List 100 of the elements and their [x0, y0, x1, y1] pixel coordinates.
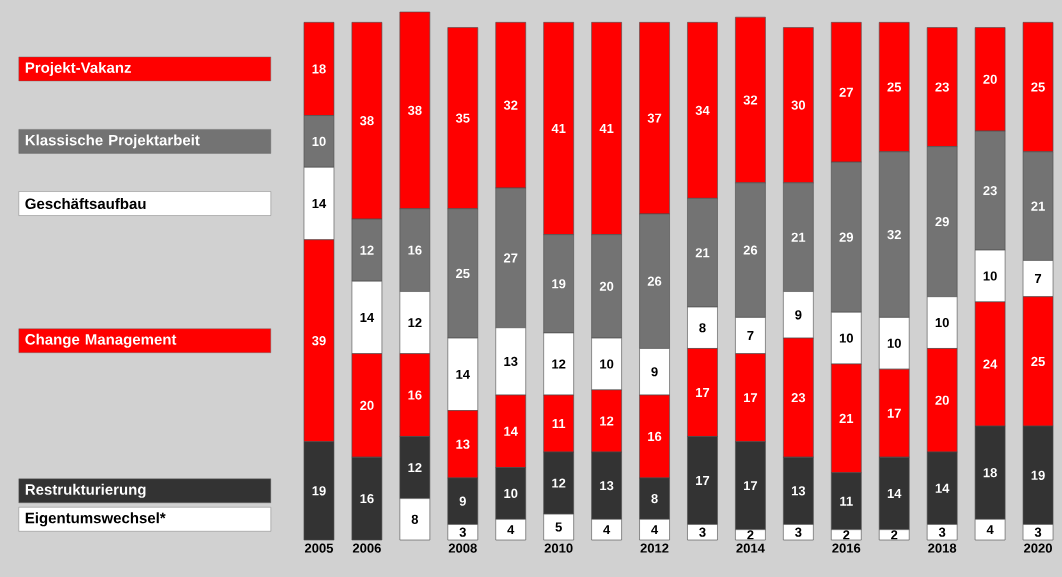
data-label: 26 — [743, 245, 758, 255]
data-label: 17 — [696, 476, 710, 485]
data-label: 4 — [507, 525, 515, 535]
x-tick-label: 2016 — [832, 543, 861, 553]
data-label: 9 — [795, 310, 802, 320]
data-label: 10 — [504, 488, 518, 499]
data-label: 11 — [552, 419, 566, 428]
data-label: 12 — [408, 318, 422, 328]
data-label: 38 — [407, 105, 422, 115]
data-label: 34 — [695, 105, 710, 115]
data-label: 23 — [935, 82, 949, 92]
data-label: 14 — [504, 426, 518, 436]
data-label: 13 — [504, 356, 518, 367]
data-label: 3 — [699, 527, 706, 537]
data-label: 25 — [1031, 82, 1045, 92]
data-label: 10 — [935, 317, 949, 328]
data-label: 4 — [986, 525, 994, 535]
x-tick-label: 2014 — [736, 543, 765, 553]
data-label: 2 — [747, 530, 754, 540]
data-label: 9 — [651, 367, 658, 377]
data-label: 12 — [552, 359, 566, 369]
data-label: 30 — [791, 100, 806, 110]
data-label: 17 — [743, 393, 758, 403]
data-label: 13 — [456, 439, 470, 449]
data-label: 24 — [983, 359, 998, 369]
text: Klassische Projektarbeit — [25, 134, 200, 149]
data-label: 14 — [312, 199, 327, 208]
text: Eigentumswechsel* — [25, 512, 166, 527]
text: Restrukturierung — [25, 483, 146, 498]
data-label: 17 — [743, 481, 758, 491]
data-label: 25 — [1031, 356, 1045, 367]
data-label: 11 — [840, 496, 853, 506]
data-label: 2 — [843, 530, 850, 540]
data-label: 20 — [599, 281, 614, 291]
data-label: 4 — [603, 525, 611, 535]
data-label: 7 — [1034, 274, 1042, 284]
data-label: 23 — [791, 393, 806, 403]
data-label: 21 — [1031, 201, 1045, 211]
x-tick-label: 2020 — [1024, 543, 1052, 553]
data-label: 7 — [747, 331, 754, 340]
data-label: 13 — [600, 481, 614, 491]
data-label: 16 — [648, 431, 662, 442]
data-label: 14 — [935, 483, 950, 493]
x-tick-label: 2006 — [352, 543, 381, 553]
data-label: 27 — [839, 87, 853, 97]
data-label: 19 — [552, 279, 566, 289]
data-label: 29 — [935, 217, 949, 227]
data-label: 29 — [839, 232, 854, 242]
data-label: 16 — [408, 245, 422, 255]
data-label: 20 — [983, 74, 997, 84]
data-label: 8 — [411, 514, 419, 524]
data-label: 10 — [983, 271, 997, 281]
data-label: 39 — [312, 336, 326, 346]
data-label: 8 — [699, 323, 706, 333]
data-label: 18 — [312, 64, 326, 74]
data-label: 13 — [791, 486, 806, 496]
x-tick-label: 2010 — [544, 543, 573, 553]
data-label: 12 — [408, 462, 422, 473]
data-label: 27 — [503, 253, 518, 263]
data-label: 20 — [360, 400, 374, 411]
data-label: 16 — [408, 390, 422, 400]
data-label: 41 — [551, 124, 566, 133]
data-label: 12 — [552, 478, 566, 488]
data-label: 10 — [839, 333, 853, 343]
data-label: 17 — [887, 408, 901, 418]
data-label: 21 — [839, 413, 854, 423]
data-label: 2 — [891, 530, 898, 540]
x-tick-label: 2008 — [448, 543, 477, 553]
data-label: 25 — [456, 268, 470, 279]
data-label: 3 — [938, 527, 946, 537]
data-label: 23 — [983, 185, 997, 196]
data-label: 9 — [459, 496, 466, 506]
text: Change Management — [25, 333, 177, 348]
data-label: 10 — [312, 136, 326, 147]
data-label: 32 — [503, 100, 518, 110]
data-label: 12 — [360, 245, 374, 255]
data-label: 20 — [935, 395, 949, 405]
data-label: 37 — [647, 113, 662, 123]
data-label: 10 — [887, 338, 901, 348]
data-label: 17 — [696, 388, 710, 397]
data-label: 35 — [455, 113, 470, 123]
data-label: 32 — [887, 229, 901, 240]
text: Projekt-Vakanz — [25, 61, 131, 76]
data-label: 14 — [887, 488, 902, 498]
data-label: 21 — [695, 248, 710, 258]
data-label: 3 — [459, 527, 466, 537]
data-label: 32 — [743, 95, 758, 105]
data-label: 5 — [555, 522, 562, 532]
data-label: 19 — [1031, 470, 1045, 480]
data-label: 3 — [1034, 527, 1042, 537]
data-label: 14 — [360, 312, 375, 322]
data-label: 4 — [651, 525, 659, 535]
x-tick-label: 2012 — [640, 543, 669, 553]
data-label: 38 — [359, 116, 374, 126]
data-label: 26 — [647, 276, 662, 286]
data-label: 21 — [791, 232, 806, 242]
data-label: 8 — [651, 493, 658, 504]
data-label: 16 — [360, 493, 374, 504]
data-label: 14 — [456, 369, 470, 379]
x-tick-label: 2005 — [304, 543, 334, 553]
